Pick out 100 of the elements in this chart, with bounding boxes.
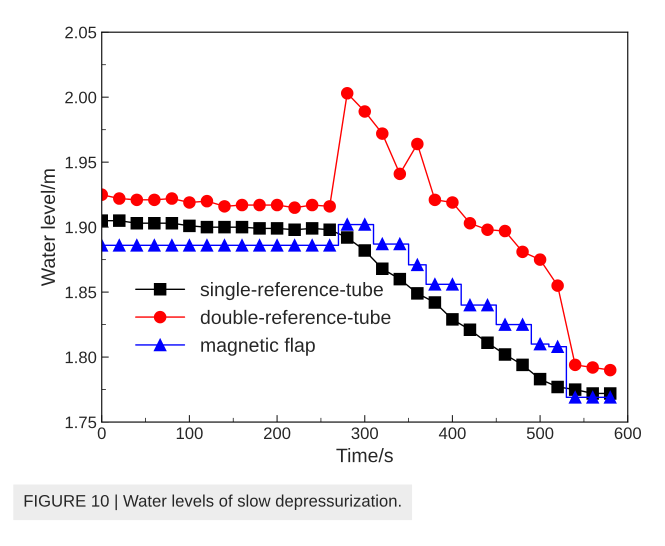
point — [218, 239, 231, 252]
y-axis-title: Water level/m — [40, 169, 56, 286]
point — [446, 278, 459, 291]
y-tick-label: 2.05 — [65, 26, 96, 38]
point — [498, 318, 512, 331]
legend-label: single-reference-tube — [200, 282, 383, 300]
point — [411, 287, 424, 300]
point — [604, 391, 616, 404]
x-axis-title: Time/s — [336, 448, 393, 462]
point — [148, 216, 161, 230]
point — [288, 201, 301, 214]
point — [376, 127, 389, 140]
point — [288, 223, 301, 236]
point — [148, 239, 161, 252]
point — [411, 138, 424, 150]
point — [253, 222, 266, 235]
point — [340, 231, 354, 244]
x-tick-label: 0 — [98, 427, 106, 440]
point — [323, 200, 336, 213]
point — [236, 220, 248, 234]
point — [394, 168, 406, 180]
point — [236, 239, 248, 252]
point — [183, 196, 196, 209]
point — [394, 272, 406, 286]
point — [358, 105, 372, 118]
point — [200, 194, 214, 208]
point — [183, 220, 196, 232]
point — [200, 220, 214, 234]
point — [253, 198, 266, 212]
caption: FIGURE 10 | Water levels of slow depressurization. — [24, 494, 401, 510]
point — [481, 298, 494, 312]
point — [253, 239, 266, 252]
y-tick-label: 1.80 — [66, 351, 96, 364]
point — [130, 216, 144, 230]
point — [376, 262, 389, 275]
point — [376, 238, 389, 250]
x-tick-label: 600 — [614, 427, 642, 440]
point — [464, 216, 476, 230]
point — [551, 279, 564, 292]
legend-label: double-reference-tube — [200, 310, 390, 324]
point — [481, 223, 494, 236]
point — [428, 194, 442, 206]
point — [568, 391, 582, 404]
point — [166, 216, 178, 230]
point — [498, 348, 512, 361]
point — [534, 338, 546, 350]
point — [270, 198, 284, 212]
point — [516, 358, 529, 372]
point — [148, 194, 161, 206]
y-tick-label: 1.75 — [66, 416, 96, 428]
point — [288, 239, 301, 252]
point — [551, 340, 564, 353]
point — [568, 383, 582, 396]
point — [446, 313, 459, 326]
point — [534, 253, 546, 266]
point — [411, 258, 424, 272]
y-tick-label: 1.85 — [66, 286, 96, 298]
point — [586, 361, 599, 374]
point — [551, 380, 564, 394]
point — [481, 336, 494, 350]
point — [270, 239, 284, 252]
point — [113, 192, 126, 205]
point — [394, 238, 406, 250]
point — [358, 218, 372, 231]
point — [516, 318, 529, 331]
legend-label: magnetic flap — [201, 338, 315, 356]
point — [340, 218, 354, 231]
point — [218, 220, 231, 234]
y-tick-label: 1.95 — [66, 156, 96, 168]
point — [568, 358, 582, 372]
point — [516, 246, 529, 258]
point — [200, 239, 214, 252]
x-tick-label: 300 — [351, 427, 378, 440]
point — [340, 87, 354, 100]
point — [113, 239, 126, 252]
point — [113, 214, 126, 227]
point — [446, 196, 459, 209]
point — [306, 198, 318, 212]
point — [464, 298, 476, 312]
point — [166, 192, 178, 205]
x-tick-label: 200 — [264, 427, 290, 440]
point — [306, 239, 318, 252]
x-tick-label: 400 — [438, 427, 466, 440]
point — [534, 372, 546, 386]
point — [464, 324, 476, 336]
point — [323, 239, 336, 252]
x-tick-label: 100 — [176, 427, 203, 440]
point — [358, 244, 372, 257]
point — [586, 391, 599, 404]
point — [323, 223, 336, 236]
point — [604, 364, 616, 376]
point — [166, 239, 178, 252]
x-tick-label: 500 — [526, 427, 554, 440]
point — [183, 239, 196, 252]
point — [130, 194, 144, 206]
point — [306, 222, 318, 235]
point — [498, 224, 512, 238]
y-tick-label: 1.90 — [66, 222, 96, 234]
point — [428, 278, 442, 291]
point — [218, 200, 231, 213]
